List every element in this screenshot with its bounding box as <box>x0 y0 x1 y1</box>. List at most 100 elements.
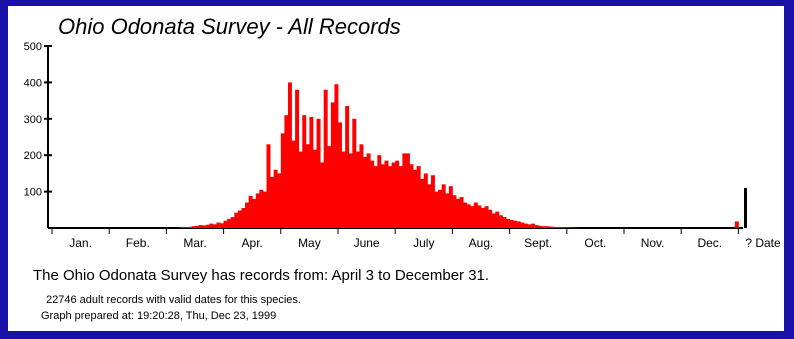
data-bar <box>441 184 446 228</box>
data-bar <box>184 227 189 228</box>
data-bar <box>352 118 357 228</box>
data-bar <box>202 225 207 228</box>
data-bar <box>516 221 521 228</box>
x-category-label: Feb. <box>126 236 150 250</box>
data-bar <box>430 175 435 228</box>
data-bar <box>384 160 389 228</box>
data-bar <box>305 144 310 228</box>
data-bar <box>413 169 418 228</box>
data-bar <box>209 223 214 228</box>
data-bar <box>363 157 368 228</box>
x-category-label: ? Date <box>745 236 781 250</box>
data-bar <box>227 218 232 228</box>
data-bar <box>241 207 246 228</box>
data-bar <box>287 82 292 229</box>
data-bar <box>513 220 518 228</box>
data-bar <box>237 210 242 228</box>
data-bar <box>302 115 307 228</box>
x-category-label: Sept. <box>524 236 552 250</box>
data-bar <box>366 153 371 228</box>
data-bar <box>380 164 385 228</box>
data-bar <box>541 226 546 228</box>
data-bar <box>438 189 443 228</box>
record-count: 22746 adult records with valid dates for… <box>46 294 301 306</box>
data-bar <box>230 217 235 228</box>
x-category-label: Oct. <box>584 236 606 250</box>
data-bar <box>463 202 468 228</box>
graph-prepared-timestamp: Graph prepared at: 19:20:28, Thu, Dec 23… <box>41 310 277 322</box>
data-bar <box>320 162 325 228</box>
data-bar <box>345 106 350 228</box>
data-bar <box>295 89 300 229</box>
data-bar <box>523 223 528 228</box>
data-bar <box>531 223 536 228</box>
data-bar <box>506 218 511 228</box>
data-bar <box>198 225 203 228</box>
data-bar <box>316 118 321 228</box>
data-bar <box>323 89 328 229</box>
y-tick-label: 100 <box>24 187 42 199</box>
data-bar <box>520 222 525 228</box>
data-bar <box>284 115 289 228</box>
data-bar <box>370 160 375 228</box>
data-bar <box>216 222 221 228</box>
data-bar <box>734 221 739 228</box>
data-bar <box>245 202 250 228</box>
bars-group <box>180 82 747 229</box>
y-tick-label: 300 <box>24 114 42 126</box>
data-bar <box>391 162 396 228</box>
data-bar <box>416 166 421 228</box>
data-bar <box>398 166 403 228</box>
data-bar <box>566 227 571 228</box>
data-bar <box>291 140 296 228</box>
data-bar <box>502 217 507 228</box>
x-category-label: Jan. <box>69 236 92 250</box>
data-bar <box>266 144 271 228</box>
data-bar <box>473 202 478 228</box>
y-tick-label: 500 <box>24 41 42 53</box>
data-bar <box>423 173 428 228</box>
data-bar <box>270 177 275 228</box>
unknown-date-bar <box>744 187 747 228</box>
data-bar <box>262 191 267 228</box>
data-bar <box>388 166 393 228</box>
data-bar <box>280 133 285 228</box>
data-bar <box>488 209 493 228</box>
data-bar <box>427 184 432 228</box>
data-bar <box>402 153 407 228</box>
data-bar <box>527 224 532 228</box>
data-bar <box>180 226 185 228</box>
data-bar <box>212 224 217 228</box>
data-bar <box>559 227 564 228</box>
data-bar <box>477 205 482 228</box>
flight-period-chart: Ohio Odonata Survey - All Records 500 400… <box>24 14 781 250</box>
data-bar <box>195 225 199 228</box>
data-bar <box>470 206 475 228</box>
data-bar <box>445 193 450 228</box>
data-bar <box>452 195 457 228</box>
data-bar <box>545 226 550 228</box>
data-bar <box>481 207 485 228</box>
data-bar <box>455 198 460 228</box>
data-bar <box>234 212 239 228</box>
x-category-label: Apr. <box>242 236 263 250</box>
data-bar <box>309 116 314 228</box>
data-bar <box>334 84 339 228</box>
data-bar <box>548 226 553 228</box>
data-bar <box>338 122 342 228</box>
data-bar <box>255 193 260 228</box>
data-bar <box>359 144 364 228</box>
data-bar <box>466 204 471 228</box>
data-bar <box>298 151 303 228</box>
data-bar <box>509 219 514 228</box>
data-bar <box>459 197 464 228</box>
data-bar <box>484 206 489 228</box>
x-category-label: Aug. <box>469 236 494 250</box>
data-bar <box>563 227 568 228</box>
x-category-label: June <box>354 236 380 250</box>
x-category-label: July <box>413 236 434 250</box>
record-date-range: The Ohio Odonata Survey has records from… <box>33 267 490 284</box>
data-bar <box>312 149 317 228</box>
chart-title: Ohio Odonata Survey - All Records <box>58 14 401 39</box>
data-bar <box>273 169 278 228</box>
